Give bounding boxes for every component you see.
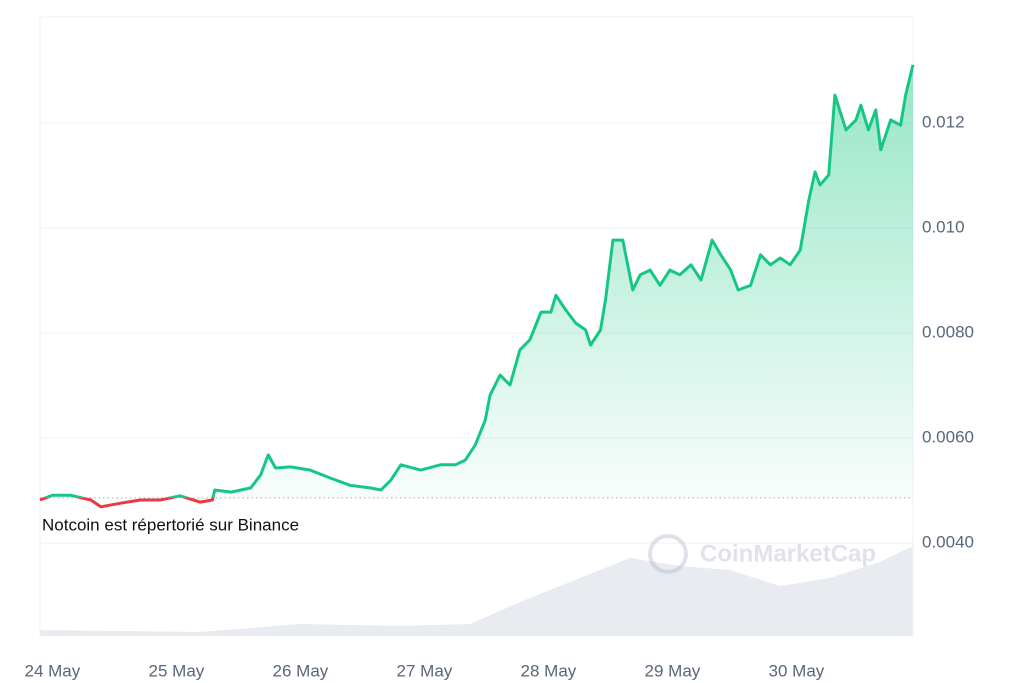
- x-tick-label: 29 May: [645, 661, 701, 680]
- y-tick-label: 0.0060: [922, 428, 974, 447]
- x-tick-label: 30 May: [769, 661, 825, 680]
- price-area: [40, 64, 913, 507]
- watermark-text: CoinMarketCap: [700, 540, 876, 567]
- y-tick-label: 0.0080: [922, 323, 974, 342]
- y-tick-label: 0.0040: [922, 533, 974, 552]
- price-line: [39, 64, 915, 509]
- y-tick-label: 0.010: [922, 218, 965, 237]
- x-tick-label: 27 May: [397, 661, 453, 680]
- x-tick-label: 24 May: [25, 661, 81, 680]
- x-tick-label: 25 May: [149, 661, 205, 680]
- x-tick-label: 26 May: [273, 661, 329, 680]
- y-tick-label: 0.012: [922, 113, 965, 132]
- annotation: Notcoin est répertorié sur Binance: [42, 515, 299, 534]
- watermark: CoinMarketCap: [648, 534, 876, 574]
- x-tick-label: 28 May: [521, 661, 577, 680]
- volume-area: [40, 546, 913, 636]
